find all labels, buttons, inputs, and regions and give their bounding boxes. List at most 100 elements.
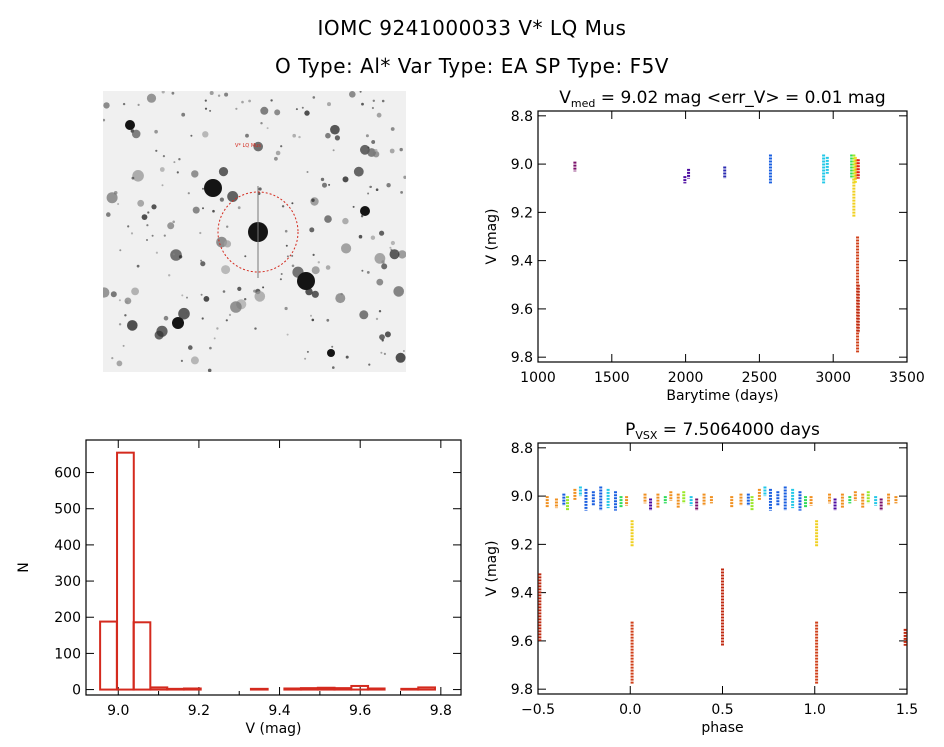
phased-xtick-label: −0.5 (521, 702, 555, 718)
lightcurve-xtick-label: 3500 (889, 370, 925, 386)
lightcurve-xtick-label: 1500 (594, 370, 630, 386)
star (200, 293, 203, 296)
star (258, 187, 262, 191)
star (325, 265, 331, 270)
star (320, 177, 325, 182)
star (237, 206, 241, 210)
title-subscript: med (571, 97, 595, 110)
star (309, 227, 315, 233)
star (223, 240, 232, 248)
star (178, 158, 181, 161)
star (216, 327, 219, 330)
star (253, 289, 257, 293)
title-part: V (559, 88, 571, 108)
star (117, 203, 120, 205)
star (202, 131, 209, 138)
star (335, 293, 346, 304)
star (163, 315, 169, 321)
star (374, 253, 386, 264)
star (131, 176, 135, 180)
bright-star (125, 120, 135, 130)
star (342, 176, 349, 183)
histogram-ytick-label: 0 (72, 683, 81, 699)
histogram-bar (299, 687, 319, 691)
star (381, 263, 388, 270)
star (186, 296, 188, 299)
star (284, 306, 288, 311)
star (361, 269, 364, 272)
star (200, 261, 206, 267)
star (125, 300, 128, 304)
histogram-ylabel: N (16, 562, 32, 572)
star (181, 112, 186, 117)
star (298, 135, 301, 139)
target-label: V* LQ Mus (235, 143, 261, 149)
star (127, 320, 138, 331)
star (173, 161, 176, 164)
star (325, 132, 331, 139)
histogram-ytick-label: 500 (54, 502, 81, 518)
lightcurve-xtick-label: 3000 (815, 370, 851, 386)
star (331, 345, 334, 348)
star (260, 106, 269, 115)
histogram-ytick-label: 400 (54, 538, 81, 554)
star (286, 333, 289, 336)
star (248, 99, 252, 103)
star (291, 202, 294, 205)
star (368, 185, 371, 188)
figure-title-line2: O Type: Al* Var Type: EA SP Type: F5V (275, 54, 669, 78)
star (295, 108, 298, 111)
star (161, 184, 164, 187)
star (176, 171, 179, 174)
star (202, 207, 204, 210)
star (342, 217, 349, 225)
star (168, 274, 171, 277)
star (103, 287, 110, 298)
star (340, 292, 343, 296)
star (274, 156, 278, 161)
star (103, 102, 110, 109)
star (372, 99, 375, 102)
star (118, 299, 121, 302)
histogram-bar (116, 451, 135, 691)
star (376, 112, 382, 118)
star (306, 350, 309, 353)
star (207, 368, 212, 372)
star (390, 240, 395, 246)
star (199, 231, 202, 235)
lightcurve-xtick-label: 2000 (668, 370, 704, 386)
phased-ytick-label: 9.2 (511, 537, 533, 553)
star (312, 96, 316, 99)
phased-ytick-label: 9.4 (511, 586, 533, 602)
star (262, 286, 265, 289)
star (379, 230, 385, 236)
histogram-bar (366, 687, 386, 691)
histogram-xtick-label: 9.4 (268, 703, 290, 719)
star (228, 313, 232, 316)
star (341, 243, 352, 254)
star (237, 286, 242, 291)
star (130, 232, 134, 235)
star (359, 310, 369, 320)
star (368, 363, 371, 366)
star (334, 135, 340, 141)
figure-title-line1: IOMC 9241000033 V* LQ Mus (317, 16, 627, 40)
star (365, 134, 369, 138)
star (137, 103, 140, 106)
star (146, 224, 149, 227)
star (111, 357, 114, 360)
star (187, 192, 190, 195)
star (326, 318, 330, 322)
star (219, 197, 224, 202)
histogram-bar (316, 686, 336, 691)
sky-image-thumbnail: V* LQ Mus (103, 91, 406, 372)
star (390, 127, 395, 131)
phased-xtick-label: 0.0 (619, 702, 641, 718)
star (375, 317, 379, 321)
star (188, 345, 193, 350)
star (224, 92, 229, 97)
star (291, 264, 295, 268)
star (230, 301, 242, 313)
lightcurve-ytick-label: 9.4 (511, 254, 533, 270)
